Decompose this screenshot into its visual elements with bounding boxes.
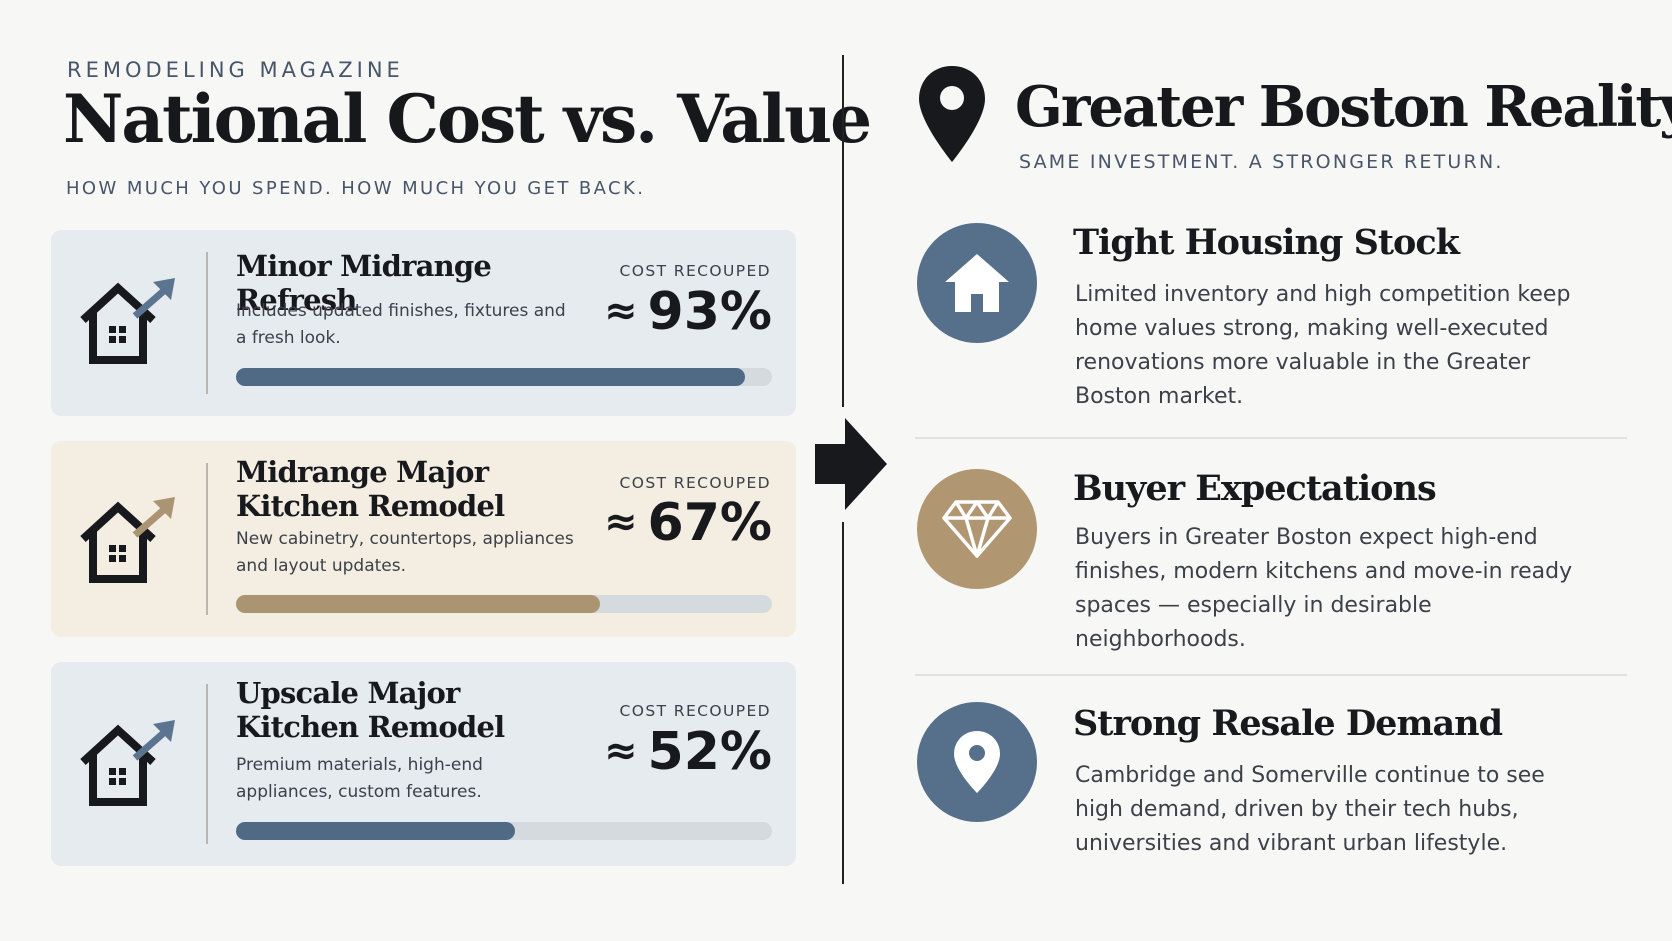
- cost-recouped-label: COST RECOUPED: [619, 474, 771, 492]
- feature-description: Cambridge and Somerville continue to see…: [1075, 763, 1545, 856]
- house-trend-up-icon: [80, 278, 175, 364]
- feature-title: Tight Housing Stock: [1073, 222, 1460, 263]
- feature-separator: [915, 437, 1627, 439]
- feature-separator: [915, 674, 1627, 676]
- map-pin-icon: [954, 731, 1000, 793]
- card-description: New cabinetry, countertops, appliances a…: [236, 529, 574, 576]
- card-title: Midrange Major Kitchen Remodel: [236, 455, 505, 523]
- card-title: Minor Midrange Refresh: [236, 249, 492, 317]
- national-title: National Cost vs. Value: [63, 80, 872, 158]
- feature-title: Buyer Expectations: [1073, 468, 1437, 509]
- recouped-percent: 93%: [647, 282, 772, 342]
- card-description: Premium materials, high-end appliances, …: [236, 755, 483, 802]
- project-card-midrange-kitchen: Midrange Major Kitchen Remodel New cabin…: [51, 441, 796, 637]
- national-subtitle: HOW MUCH YOU SPEND. HOW MUCH YOU GET BAC…: [66, 178, 646, 199]
- cost-recouped-value: ≈52%: [604, 722, 772, 782]
- vertical-divider-bottom: [842, 522, 844, 884]
- national-panel: REMODELING MAGAZINE National Cost vs. Va…: [51, 58, 872, 866]
- recouped-progress-fill: [236, 822, 515, 840]
- card-divider: [206, 463, 208, 615]
- cost-recouped-label: COST RECOUPED: [619, 262, 771, 280]
- house-icon: [945, 254, 1009, 312]
- feature-description: Buyers in Greater Boston expect high-end…: [1075, 525, 1573, 652]
- approx-symbol: ≈: [604, 728, 638, 774]
- recouped-percent: 67%: [647, 493, 772, 553]
- feature-icon-badge: [917, 702, 1037, 822]
- feature-title: Strong Resale Demand: [1073, 703, 1503, 744]
- approx-symbol: ≈: [604, 499, 638, 545]
- feature-icon-badge: [917, 223, 1037, 343]
- recouped-progress-track: [236, 595, 772, 613]
- card-title: Upscale Major Kitchen Remodel: [236, 676, 505, 744]
- cost-recouped-value: ≈67%: [604, 493, 772, 553]
- project-card-minor-refresh: Minor Midrange Refresh Includes updated …: [51, 230, 796, 416]
- vertical-divider-top: [842, 55, 844, 407]
- recouped-progress-fill: [236, 595, 601, 613]
- cost-recouped-label: COST RECOUPED: [619, 702, 771, 720]
- card-description: Includes updated finishes, fixtures and …: [236, 301, 566, 348]
- project-card-upscale-kitchen: Upscale Major Kitchen Remodel Premium ma…: [51, 662, 796, 866]
- diamond-icon: [942, 500, 1012, 558]
- arrow-right-icon: [815, 418, 887, 510]
- house-trend-up-icon: [80, 497, 175, 583]
- boston-title: Greater Boston Reality: [1015, 74, 1672, 140]
- feature-icon-badge: [917, 469, 1037, 589]
- boston-subtitle: SAME INVESTMENT. A STRONGER RETURN.: [1019, 151, 1504, 173]
- map-pin-icon: [919, 66, 985, 162]
- card-divider: [206, 684, 208, 844]
- card-divider: [206, 252, 208, 394]
- recouped-percent: 52%: [647, 722, 772, 782]
- recouped-progress-track: [236, 368, 772, 386]
- cost-recouped-value: ≈93%: [604, 282, 772, 342]
- source-eyebrow: REMODELING MAGAZINE: [67, 58, 404, 82]
- approx-symbol: ≈: [604, 288, 638, 334]
- feature-description: Limited inventory and high competition k…: [1075, 282, 1571, 409]
- recouped-progress-fill: [236, 368, 746, 386]
- recouped-progress-track: [236, 822, 772, 840]
- house-trend-up-icon: [80, 720, 175, 806]
